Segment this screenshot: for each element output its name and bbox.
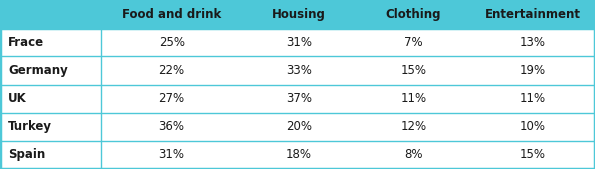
Text: Entertainment: Entertainment bbox=[485, 8, 581, 21]
Text: 31%: 31% bbox=[286, 36, 312, 49]
Text: 19%: 19% bbox=[520, 64, 546, 77]
Text: 15%: 15% bbox=[400, 64, 427, 77]
Text: Spain: Spain bbox=[8, 148, 45, 161]
Text: 15%: 15% bbox=[520, 148, 546, 161]
Text: 18%: 18% bbox=[286, 148, 312, 161]
Text: 8%: 8% bbox=[405, 148, 423, 161]
Text: Food and drink: Food and drink bbox=[122, 8, 221, 21]
Text: Turkey: Turkey bbox=[8, 120, 52, 133]
Text: 7%: 7% bbox=[404, 36, 423, 49]
Text: 25%: 25% bbox=[159, 36, 184, 49]
Text: Frace: Frace bbox=[8, 36, 44, 49]
Text: Germany: Germany bbox=[8, 64, 68, 77]
Text: UK: UK bbox=[8, 92, 27, 105]
Text: 22%: 22% bbox=[159, 64, 184, 77]
Text: 37%: 37% bbox=[286, 92, 312, 105]
Text: 12%: 12% bbox=[400, 120, 427, 133]
Text: 10%: 10% bbox=[520, 120, 546, 133]
Text: 11%: 11% bbox=[520, 92, 546, 105]
Text: 33%: 33% bbox=[286, 64, 312, 77]
Text: 36%: 36% bbox=[159, 120, 184, 133]
Text: 11%: 11% bbox=[400, 92, 427, 105]
Text: Clothing: Clothing bbox=[386, 8, 441, 21]
Text: 20%: 20% bbox=[286, 120, 312, 133]
Text: 27%: 27% bbox=[159, 92, 184, 105]
Text: 13%: 13% bbox=[520, 36, 546, 49]
Text: 31%: 31% bbox=[159, 148, 184, 161]
Bar bbox=[0, 0, 595, 28]
Text: Housing: Housing bbox=[272, 8, 326, 21]
